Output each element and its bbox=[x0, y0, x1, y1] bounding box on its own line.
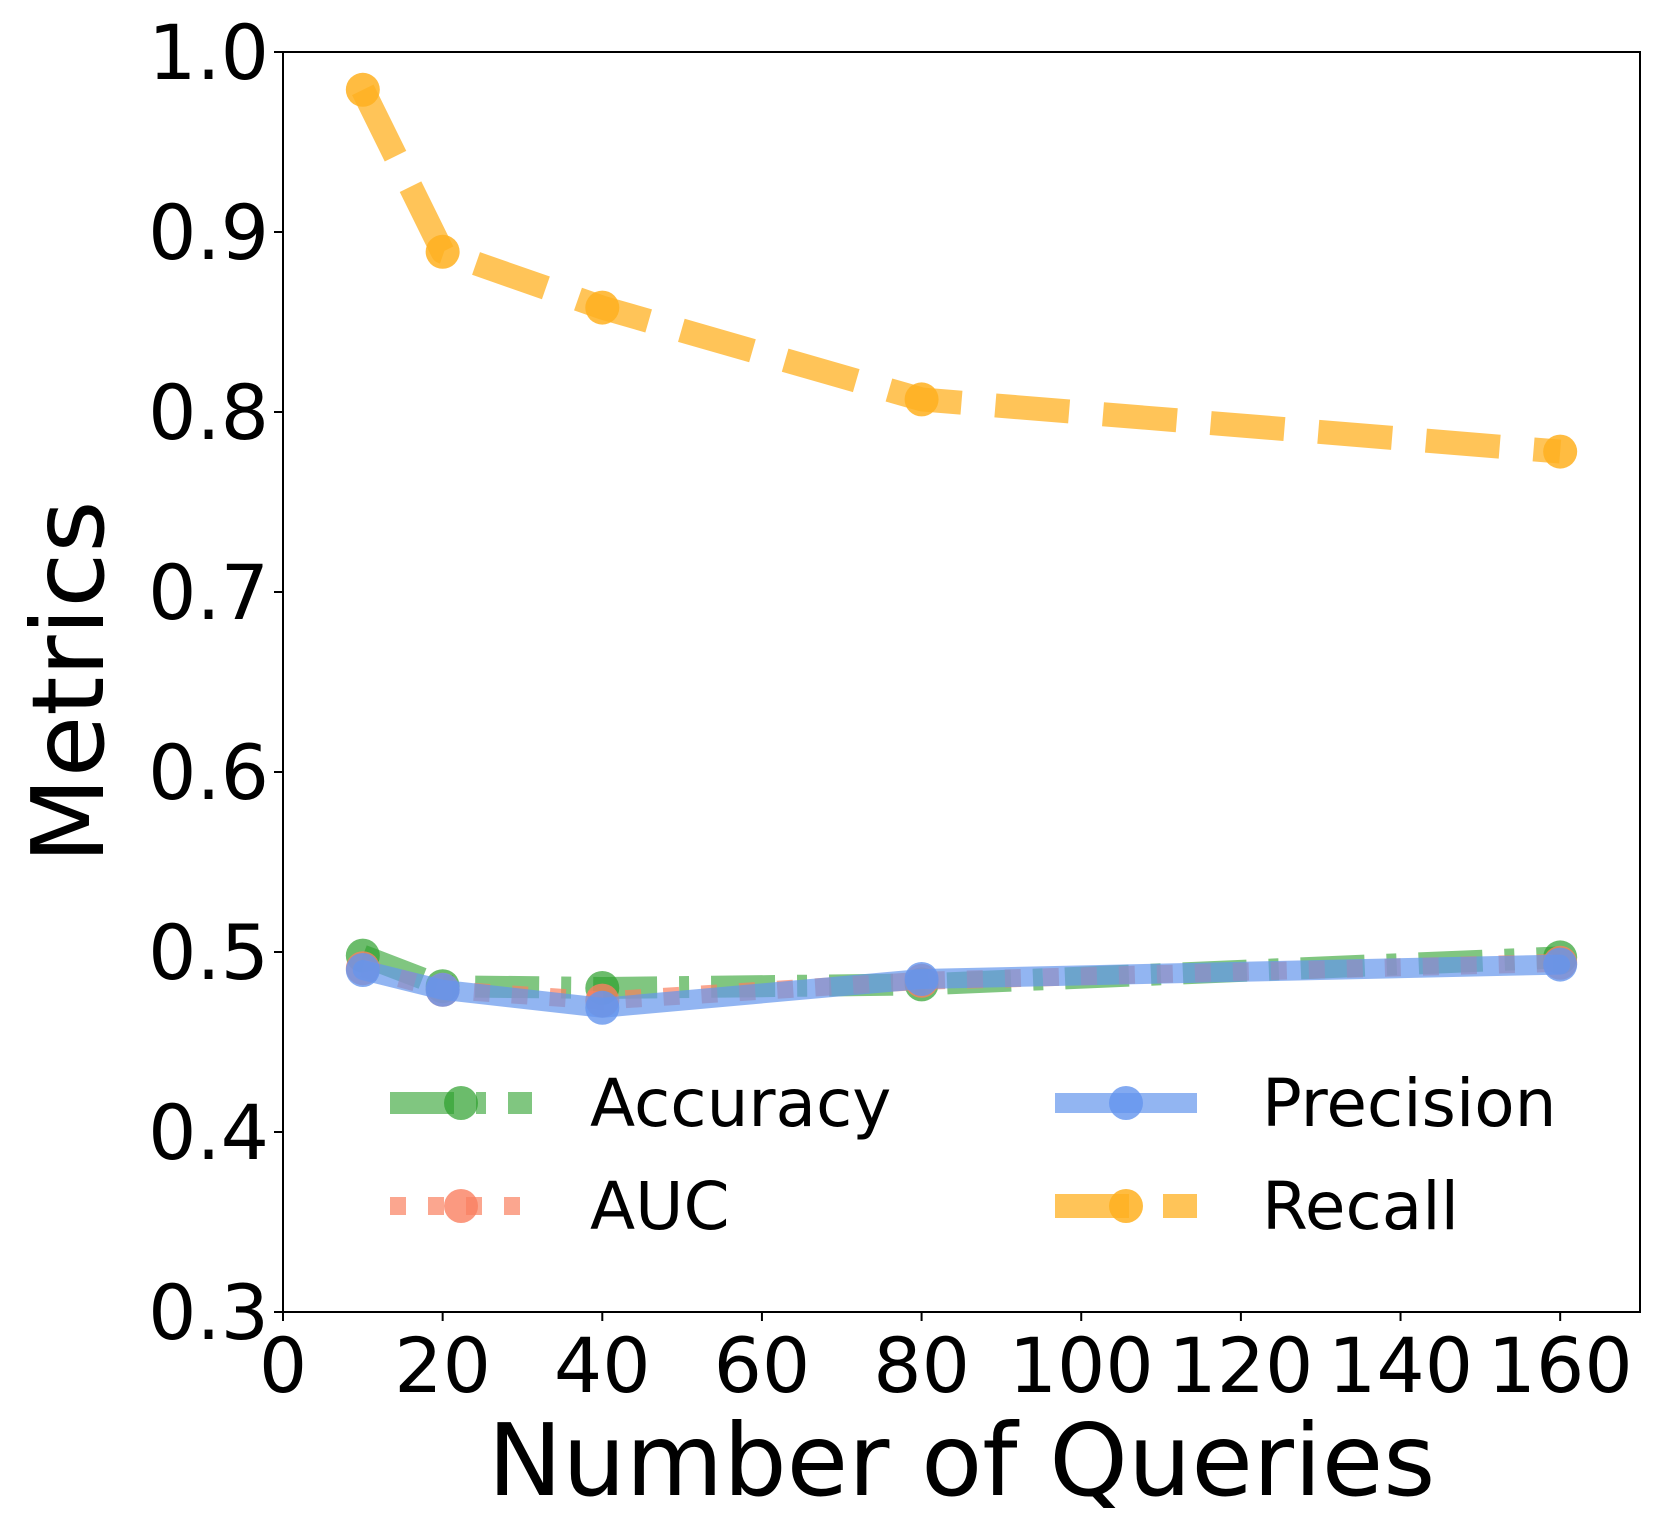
data-point-precision bbox=[345, 953, 380, 987]
series-precision bbox=[345, 947, 1578, 1025]
data-point-recall bbox=[345, 72, 380, 107]
legend-item-accuracy: Accuracy bbox=[390, 1065, 891, 1142]
series-line-recall bbox=[352, 84, 1562, 464]
x-tick-label: 100 bbox=[1009, 1321, 1154, 1410]
legend-marker bbox=[1109, 1189, 1143, 1223]
y-tick-label: 0.6 bbox=[148, 728, 269, 817]
data-point-recall bbox=[425, 234, 460, 269]
y-tick-label: 0.9 bbox=[148, 188, 269, 277]
legend-item-recall: Recall bbox=[1055, 1168, 1459, 1245]
legend-label: AUC bbox=[590, 1168, 730, 1245]
series-recall bbox=[345, 72, 1578, 469]
x-axis: 0 20 40 60 80 100 120 140 160 bbox=[259, 1312, 1633, 1410]
series-line-precision bbox=[352, 954, 1571, 1018]
data-point-precision bbox=[585, 990, 620, 1025]
legend-label: Precision bbox=[1262, 1065, 1557, 1142]
data-point-precision bbox=[425, 972, 460, 1007]
x-tick-label: 60 bbox=[714, 1321, 811, 1410]
y-tick-label: 0.4 bbox=[148, 1088, 269, 1177]
data-point-recall bbox=[904, 382, 939, 417]
x-tick-label: 80 bbox=[873, 1321, 970, 1410]
y-tick-label: 0.5 bbox=[148, 908, 269, 997]
legend: Accuracy AUC Precision Recall bbox=[390, 1065, 1557, 1245]
y-axis: 0.3 0.4 0.5 0.6 0.7 0.8 0.9 1.0 bbox=[148, 8, 283, 1357]
legend-item-auc: AUC bbox=[390, 1168, 730, 1245]
x-tick-label: 40 bbox=[554, 1321, 651, 1410]
x-tick-label: 120 bbox=[1168, 1321, 1313, 1410]
x-axis-label: Number of Queries bbox=[488, 1402, 1436, 1519]
x-tick-label: 20 bbox=[394, 1321, 491, 1410]
series-layer bbox=[345, 72, 1578, 1025]
legend-label: Recall bbox=[1262, 1168, 1459, 1245]
data-point-recall bbox=[1543, 434, 1578, 469]
legend-item-precision: Precision bbox=[1055, 1065, 1557, 1142]
y-axis-label: Metrics bbox=[10, 501, 127, 864]
legend-marker bbox=[1109, 1086, 1143, 1120]
legend-label: Accuracy bbox=[590, 1065, 891, 1142]
legend-marker bbox=[444, 1189, 478, 1223]
y-tick-label: 0.3 bbox=[148, 1268, 269, 1357]
x-tick-label: 0 bbox=[259, 1321, 307, 1410]
data-point-recall bbox=[585, 290, 620, 325]
plot-frame bbox=[282, 51, 1641, 1313]
legend-marker bbox=[444, 1086, 478, 1120]
x-tick-label: 160 bbox=[1488, 1321, 1633, 1410]
x-tick-label: 140 bbox=[1328, 1321, 1473, 1410]
y-tick-label: 0.7 bbox=[148, 548, 269, 637]
data-point-precision bbox=[904, 962, 939, 996]
y-tick-label: 1.0 bbox=[148, 8, 269, 97]
y-tick-label: 0.8 bbox=[148, 368, 269, 457]
data-point-precision bbox=[1543, 947, 1578, 982]
